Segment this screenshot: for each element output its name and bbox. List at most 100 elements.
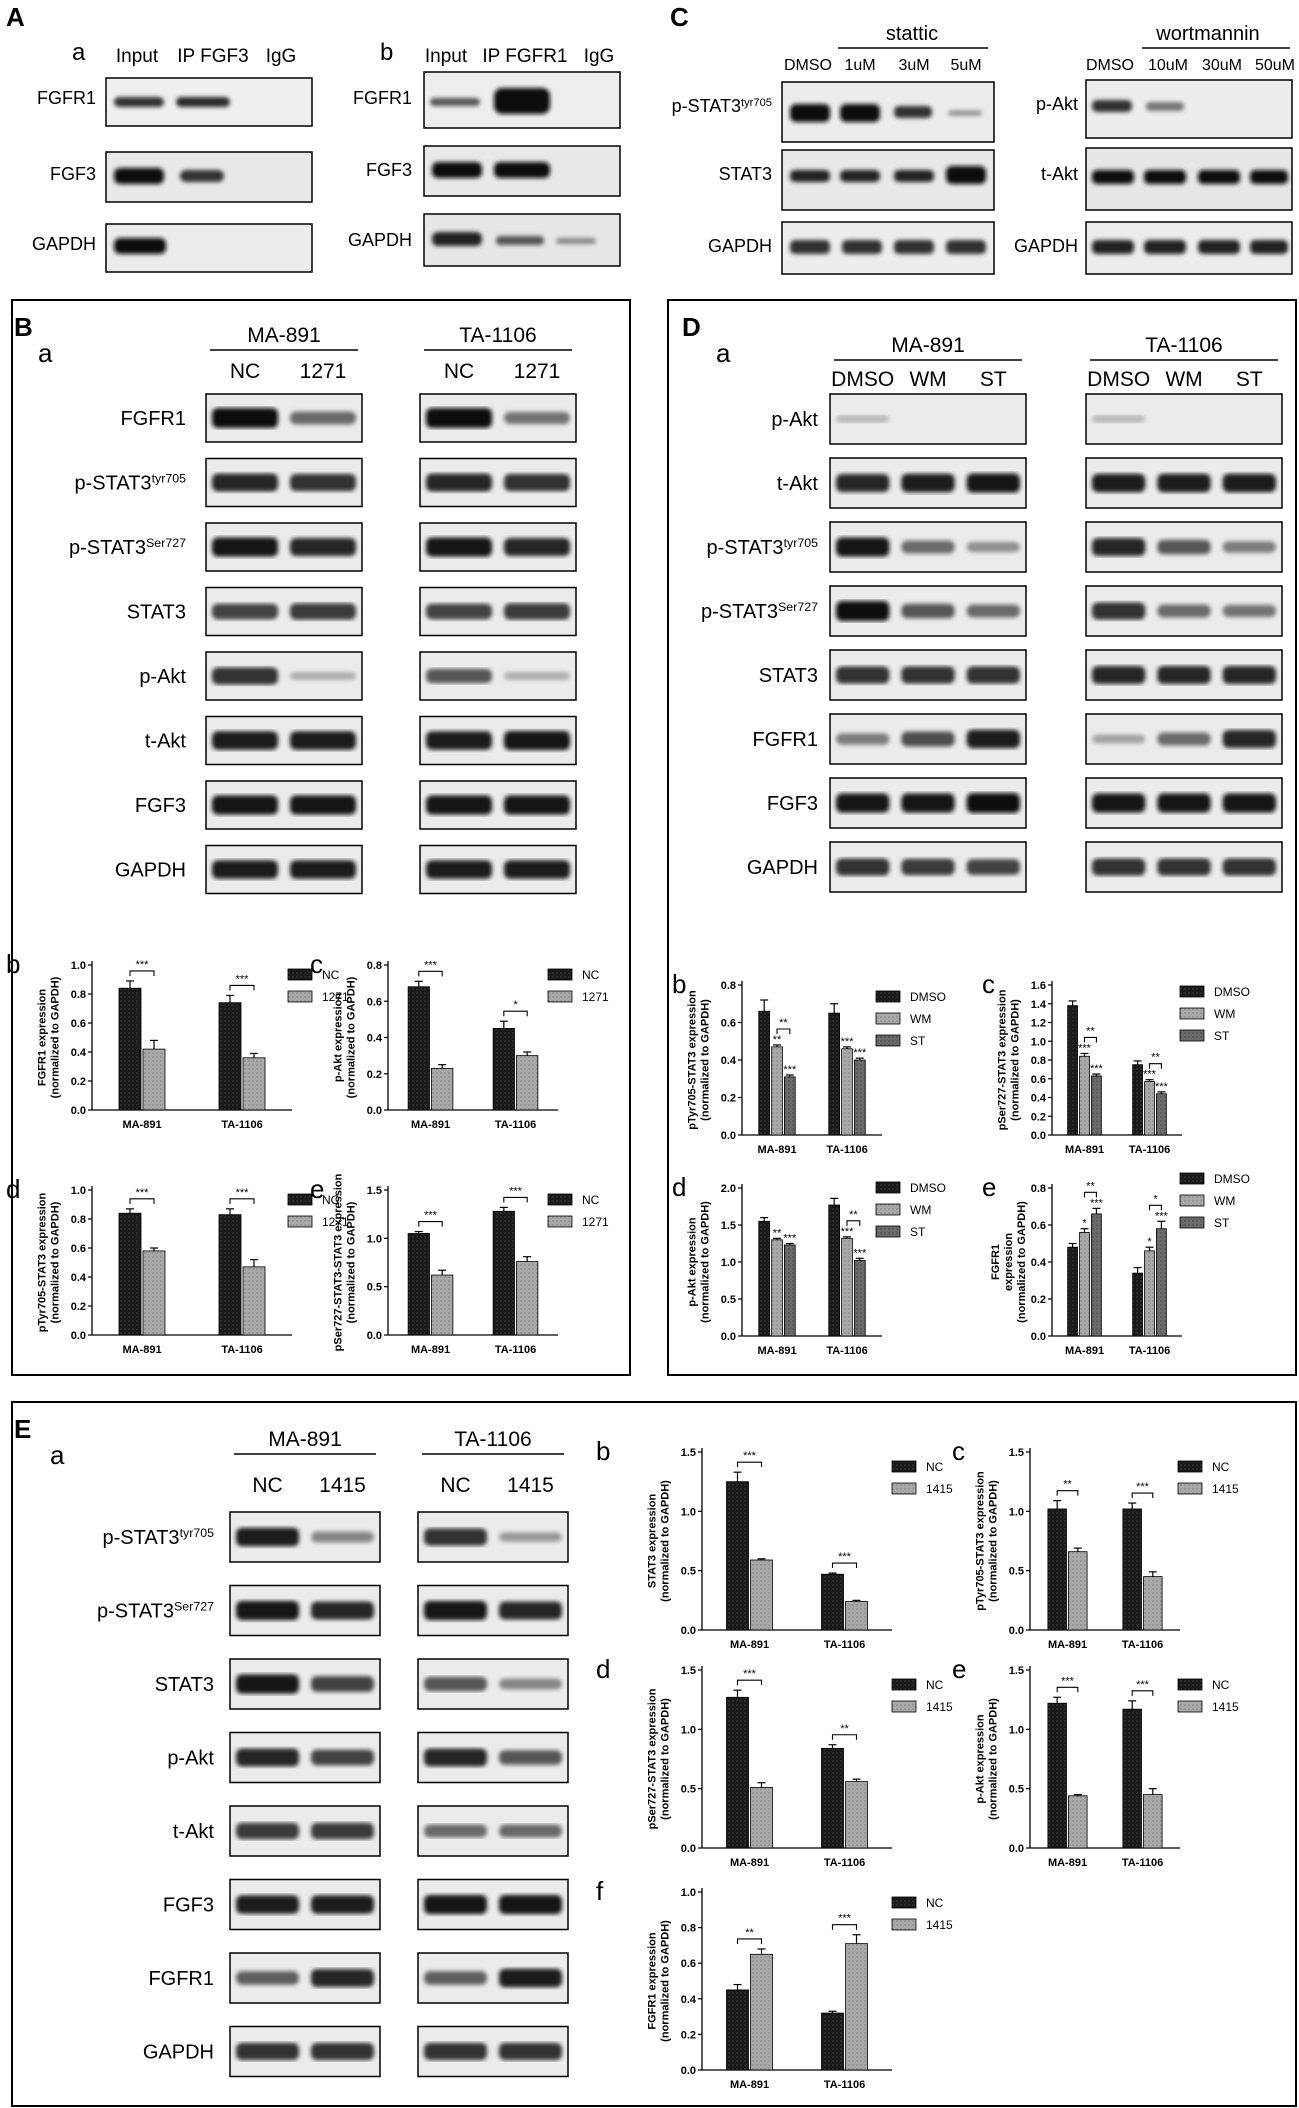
blot-bands bbox=[1092, 100, 1288, 254]
y-tick-label: 0.2 bbox=[721, 1093, 736, 1105]
significance-bracket bbox=[129, 1198, 155, 1204]
significance-bracket bbox=[1131, 1690, 1154, 1696]
blot-bands bbox=[424, 1894, 562, 1915]
significance-mark: *** bbox=[1090, 1063, 1104, 1075]
significance-bracket bbox=[736, 1679, 763, 1686]
lane-label: WM bbox=[1165, 368, 1202, 391]
row-label: STAT3 bbox=[759, 665, 818, 687]
band bbox=[966, 793, 1020, 813]
x-tick-label: TA-1106 bbox=[1122, 1857, 1163, 1869]
y-tick-label: 0.0 bbox=[681, 1843, 696, 1855]
x-tick-label: MA-891 bbox=[757, 1144, 796, 1156]
row-label: GAPDH bbox=[747, 857, 818, 879]
band bbox=[1157, 666, 1211, 684]
y-tick-label: 0.0 bbox=[71, 1330, 86, 1342]
y-tick-label: 0.2 bbox=[681, 2029, 696, 2041]
subpanel-letter: e bbox=[310, 1174, 324, 1204]
band bbox=[212, 667, 278, 685]
panel-D: Da MA-891 DMSO WM ST TA-1106 DMSO WM ST p-Akt t-Ak… bbox=[682, 312, 1283, 893]
band bbox=[1092, 602, 1146, 620]
legend-swatch bbox=[875, 990, 901, 1003]
bar bbox=[854, 1260, 866, 1337]
band bbox=[499, 1601, 562, 1620]
band bbox=[499, 1678, 562, 1690]
bar bbox=[1067, 1005, 1078, 1136]
band bbox=[836, 733, 890, 745]
legend-label: ST bbox=[910, 1034, 926, 1048]
band bbox=[311, 2042, 374, 2061]
panel-letter: D bbox=[682, 312, 701, 342]
significance-mark: *** bbox=[841, 1036, 855, 1048]
blot-bands bbox=[424, 2042, 562, 2061]
row-label: p-Akt bbox=[139, 666, 186, 688]
y-tick-label: 0.2 bbox=[71, 1301, 86, 1313]
legend-label: NC bbox=[1212, 1678, 1230, 1692]
band bbox=[1222, 541, 1276, 553]
y-tick-label: 0.0 bbox=[367, 1330, 382, 1342]
blot-bands bbox=[424, 1748, 562, 1767]
band bbox=[290, 795, 356, 815]
x-tick-label: TA-1106 bbox=[824, 1857, 865, 1869]
y-axis-label: pTyr705-STAT3 expression(normalized to G… bbox=[975, 1471, 1000, 1611]
band bbox=[424, 1600, 487, 1621]
panel-A: A a Input IP FGF3 IgG FGFR1 FGF3 GAPDH b… bbox=[6, 2, 621, 273]
bar bbox=[1091, 1213, 1102, 1337]
blot-bands bbox=[1092, 538, 1276, 556]
row-label: p-STAT3Ser727 bbox=[701, 600, 818, 623]
significance-label: *** bbox=[424, 959, 438, 971]
row-label: t-Akt bbox=[173, 1821, 215, 1843]
significance-bracket bbox=[503, 1010, 528, 1017]
legend-label: WM bbox=[1214, 1194, 1235, 1208]
legend-swatch bbox=[1177, 1678, 1203, 1691]
y-tick-label: 0.0 bbox=[71, 1105, 86, 1117]
bar bbox=[726, 1481, 749, 1631]
band bbox=[311, 1676, 374, 1692]
significance-mark: *** bbox=[841, 1226, 855, 1238]
significance-label: ** bbox=[840, 1723, 849, 1735]
cell-line-label: TA-1106 bbox=[1145, 334, 1222, 357]
significance-label: *** bbox=[136, 959, 150, 971]
significance-label: *** bbox=[509, 1185, 523, 1197]
legend-label: 1415 bbox=[926, 1482, 953, 1496]
chart-Eb: 0.0 0.5 1.0 1.5 b STAT3 expression(normalized… bbox=[596, 1436, 953, 1651]
row-label: t-Akt bbox=[777, 473, 819, 495]
panel-letter: C bbox=[670, 2, 689, 32]
x-tick-label: MA-891 bbox=[411, 1344, 450, 1356]
blot-bands bbox=[426, 860, 570, 879]
y-tick-label: 0.4 bbox=[721, 1055, 737, 1067]
legend-label: NC bbox=[1212, 1460, 1230, 1474]
row-label: STAT3 bbox=[155, 1674, 214, 1696]
y-axis-label: pSer727-STAT3-STAT3 expression(normalize… bbox=[333, 1173, 358, 1351]
y-tick-label: 1.5 bbox=[367, 1185, 382, 1197]
subpanel-letter: d bbox=[596, 1654, 610, 1684]
lane-label: DMSO bbox=[1087, 368, 1150, 391]
bar bbox=[1143, 1794, 1163, 1849]
lane-label: IP FGFR1 bbox=[482, 46, 567, 67]
y-tick-label: 0.8 bbox=[1031, 1183, 1046, 1195]
legend-swatch bbox=[875, 1181, 901, 1194]
bar bbox=[758, 1010, 770, 1136]
y-tick-label: 0.5 bbox=[681, 1784, 696, 1796]
y-tick-label: 0.4 bbox=[1031, 1093, 1047, 1105]
significance-label: *** bbox=[424, 1210, 438, 1222]
blot-bands bbox=[1092, 858, 1276, 876]
y-tick-label: 0.5 bbox=[367, 1282, 382, 1294]
blot-bands bbox=[424, 1824, 562, 1838]
cell-line-label: MA-891 bbox=[247, 324, 321, 347]
bar bbox=[118, 987, 142, 1111]
x-tick-label: MA-891 bbox=[1065, 1345, 1104, 1357]
y-axis-label: p-Akt expression(normalized to GAPDH) bbox=[687, 1201, 712, 1323]
band bbox=[1157, 473, 1211, 493]
legend-label: DMSO bbox=[1214, 1172, 1250, 1186]
significance-label: *** bbox=[838, 1913, 852, 1925]
bar bbox=[1068, 1795, 1088, 1849]
legend-label: ST bbox=[1214, 1029, 1230, 1043]
significance-bracket bbox=[229, 984, 255, 991]
lane-label: Input bbox=[425, 46, 468, 67]
band bbox=[290, 411, 356, 425]
blot-bands bbox=[836, 729, 1020, 749]
blot-bands bbox=[426, 473, 570, 492]
y-axis-label: FGFR1 expression(normalized to GAPDH) bbox=[647, 1920, 672, 2042]
blot-bands bbox=[212, 603, 356, 620]
blot-bands bbox=[424, 1968, 562, 1988]
